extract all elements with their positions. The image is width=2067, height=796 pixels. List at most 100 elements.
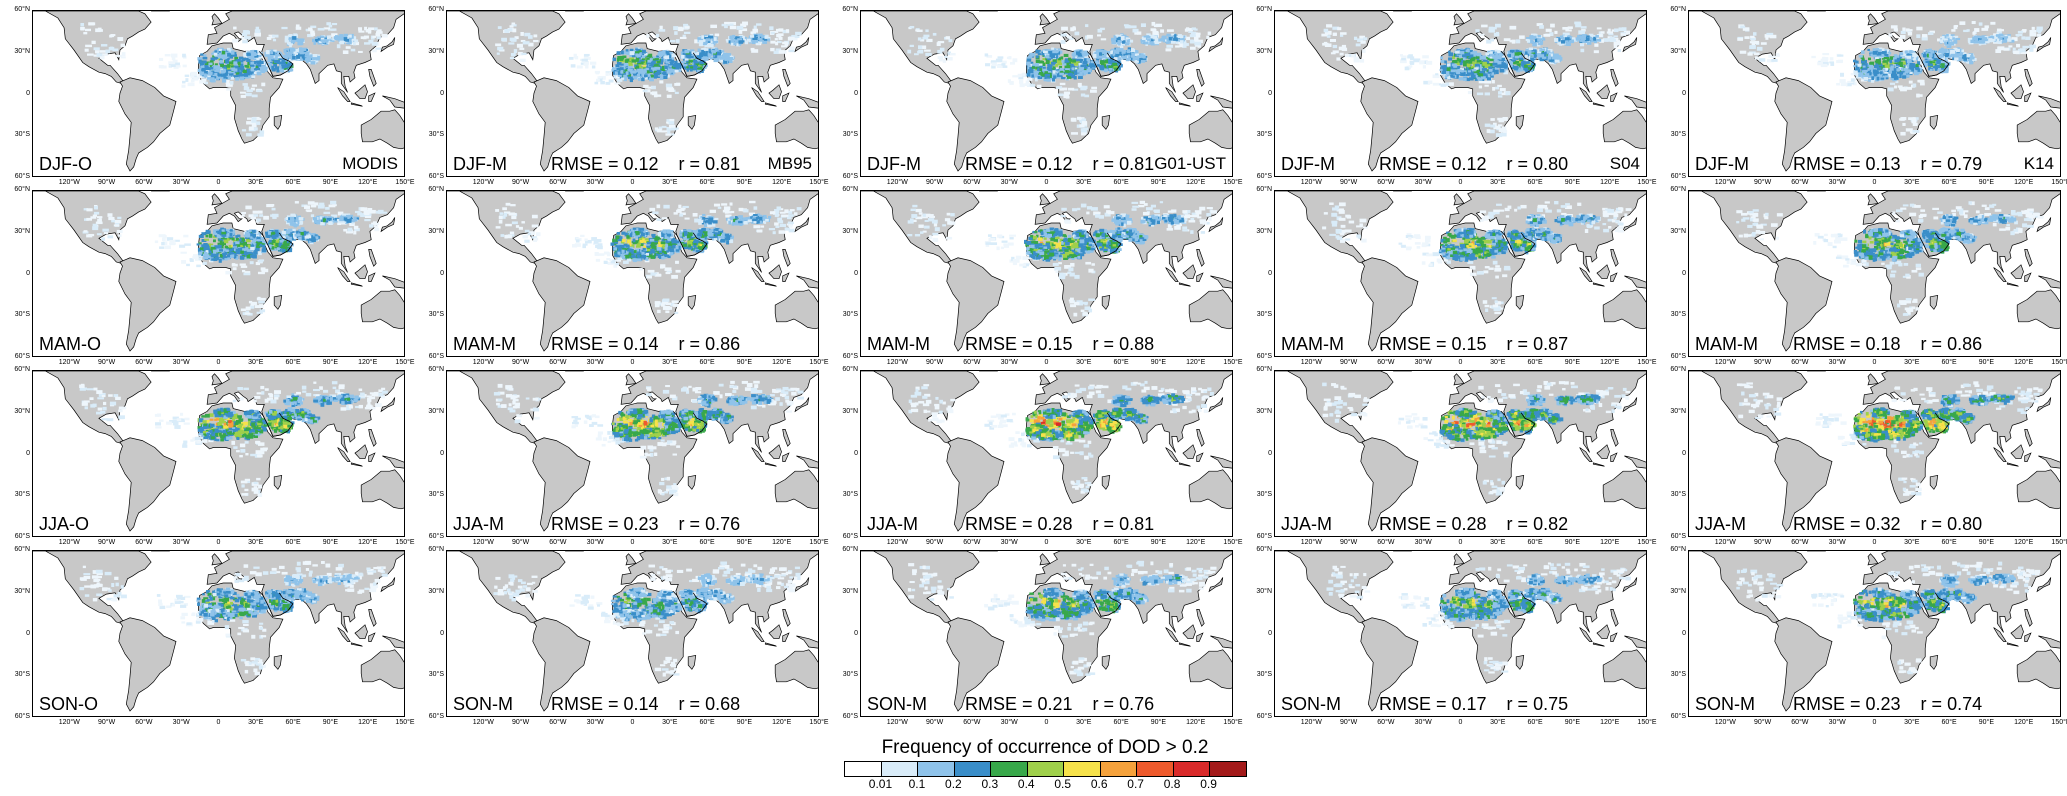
- landmass: [2006, 642, 2019, 647]
- longitude-label: 150°E: [1216, 179, 1250, 187]
- latitude-label: 30°N: [2, 588, 30, 596]
- landmass: [211, 373, 223, 386]
- latitude-label: 60°N: [830, 186, 858, 194]
- landmass: [1579, 447, 1593, 462]
- longitude-label: 150°E: [2044, 359, 2067, 367]
- latitude-label: 30°S: [830, 311, 858, 319]
- colorbar-tick-label: 0.5: [1048, 777, 1078, 791]
- landmass: [751, 267, 765, 282]
- colorbar-swatch: [1100, 762, 1138, 776]
- coastline: [1915, 411, 1950, 437]
- panel-label: SON-M: [453, 694, 513, 714]
- colorbar-tick-label: 0.01: [865, 777, 895, 791]
- longitude-label: 30°W: [164, 539, 198, 547]
- latitude-label: 60°S: [1244, 173, 1272, 181]
- longitude-label: 120°E: [351, 359, 385, 367]
- longitude-label: 60°E: [1518, 719, 1552, 727]
- longitude-label: 120°W: [1294, 359, 1328, 367]
- latitude-label: 60°S: [416, 353, 444, 361]
- map-canvas: [33, 371, 404, 532]
- map-canvas: [861, 551, 1232, 712]
- landmass: [1196, 452, 1204, 462]
- landmass: [1188, 289, 1232, 330]
- landmass: [1515, 294, 1525, 310]
- latitude-label: 60°S: [416, 713, 444, 721]
- landmass: [625, 13, 637, 26]
- coastline: [259, 51, 294, 77]
- colorbar-tick-label: 0.2: [938, 777, 968, 791]
- longitude-label: 90°E: [1969, 359, 2003, 367]
- landmass: [2024, 429, 2033, 447]
- landmass: [2038, 455, 2060, 469]
- latitude-label: 30°N: [1658, 228, 1686, 236]
- longitude-label: 90°E: [1969, 539, 2003, 547]
- colorbar-swatch: [845, 762, 882, 776]
- panel-label: JJA-O: [39, 514, 89, 534]
- dust-frequency-field: [1025, 573, 1187, 622]
- longitude-label: 120°E: [2007, 179, 2041, 187]
- longitude-label: 60°E: [690, 359, 724, 367]
- latitude-label: 0: [416, 270, 444, 278]
- longitude-label: 30°W: [578, 539, 612, 547]
- landmass: [337, 267, 351, 282]
- latitude-label: 30°S: [1244, 671, 1272, 679]
- longitude-label: 60°W: [541, 719, 575, 727]
- latitude-label: 60°N: [2, 6, 30, 14]
- map-frame: MAM-M RMSE = 0.18 r = 0.86: [1688, 190, 2061, 357]
- latitude-label: 30°N: [1244, 48, 1272, 56]
- colorbar-tick-label: 0.3: [975, 777, 1005, 791]
- landmass: [273, 474, 283, 490]
- longitude-label: 90°W: [1746, 539, 1780, 547]
- longitude-label: 60°E: [1104, 539, 1138, 547]
- landmass: [687, 654, 697, 670]
- colorbar-tick-label: 0.1: [902, 777, 932, 791]
- landmass: [625, 373, 637, 386]
- dust-frequency-field: [196, 573, 360, 623]
- longitude-label: 30°W: [1820, 719, 1854, 727]
- longitude-label: 0: [616, 539, 650, 547]
- latitude-label: 0: [1244, 90, 1272, 98]
- landmass: [1610, 429, 1619, 447]
- longitude-label: 60°E: [1932, 179, 1966, 187]
- latitude-label: 30°N: [416, 228, 444, 236]
- longitude-label: 120°W: [52, 179, 86, 187]
- longitude-label: 120°E: [1179, 359, 1213, 367]
- longitude-label: 90°W: [504, 179, 538, 187]
- longitude-label: 120°E: [765, 719, 799, 727]
- map-canvas: [861, 371, 1232, 532]
- landmass: [1208, 577, 1224, 593]
- landmass: [1689, 11, 1808, 84]
- landmass: [1774, 437, 1833, 532]
- low-frequency-haze: [907, 21, 1212, 136]
- longitude-label: 30°W: [992, 719, 1026, 727]
- low-frequency-haze: [907, 560, 1217, 677]
- landmass: [1867, 193, 1879, 206]
- longitude-label: 30°W: [992, 359, 1026, 367]
- landmass: [794, 217, 810, 233]
- latitude-label: 30°N: [1658, 408, 1686, 416]
- low-frequency-haze: [1736, 201, 2044, 316]
- longitude-label: 0: [202, 179, 236, 187]
- map-frame: JJA-M RMSE = 0.23 r = 0.76: [446, 370, 819, 537]
- longitude-label: 120°E: [2007, 719, 2041, 727]
- landmass: [774, 109, 818, 150]
- longitude-label: 60°E: [690, 719, 724, 727]
- latitude-label: 60°N: [1658, 186, 1686, 194]
- latitude-label: 60°S: [2, 173, 30, 181]
- longitude-label: 0: [1444, 179, 1478, 187]
- landmass: [1610, 69, 1619, 87]
- landmass: [380, 37, 396, 53]
- map-canvas: [1689, 551, 2060, 712]
- longitude-label: 90°E: [1141, 179, 1175, 187]
- longitude-label: 120°W: [1294, 719, 1328, 727]
- latitude-label: 0: [830, 90, 858, 98]
- latitude-label: 30°S: [1244, 131, 1272, 139]
- longitude-label: 60°E: [1518, 179, 1552, 187]
- longitude-label: 120°E: [1593, 719, 1627, 727]
- landmass: [764, 642, 777, 647]
- longitude-label: 120°W: [466, 719, 500, 727]
- longitude-label: 30°E: [1067, 179, 1101, 187]
- landmass: [2036, 397, 2052, 413]
- map-panel-grid: DJF-O MODIS 60°N 30°N 0 30°S 60°S 120°W 90°W 60°W…: [2, 6, 2067, 727]
- landmass: [794, 397, 810, 413]
